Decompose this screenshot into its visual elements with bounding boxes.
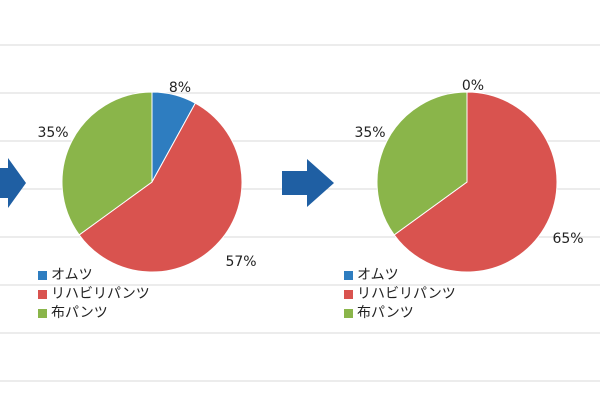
data-label-omutsu: 0% <box>462 78 484 94</box>
legend-item-omutsu: オムツ <box>38 266 150 285</box>
legend-swatch <box>344 271 353 280</box>
legend-swatch <box>38 290 47 299</box>
legend-label: 布パンツ <box>51 305 108 321</box>
pie-left-data-labels: 8% 57% 35% <box>37 80 256 270</box>
legend-swatch <box>344 290 353 299</box>
left-arrow-icon <box>0 158 26 208</box>
legend-item-cloth-pants: 布パンツ <box>344 304 456 323</box>
legend-label: 布パンツ <box>357 305 414 321</box>
data-label-rehab-pants: 57% <box>225 254 256 270</box>
legend-label: オムツ <box>51 267 93 283</box>
data-label-rehab-pants: 65% <box>552 231 583 247</box>
pie-right-legend: オムツ リハビリパンツ 布パンツ <box>344 266 456 323</box>
slice-cloth-pants <box>376 91 468 236</box>
legend-swatch <box>344 309 353 318</box>
legend-label: リハビリパンツ <box>357 286 456 302</box>
legend-item-cloth-pants: 布パンツ <box>38 304 150 323</box>
data-label-omutsu: 8% <box>169 80 191 96</box>
legend-item-omutsu: オムツ <box>344 266 456 285</box>
slice-cloth-pants <box>61 91 153 236</box>
legend-swatch <box>38 271 47 280</box>
legend-label: オムツ <box>357 267 399 283</box>
slice-rehab-pants <box>393 91 558 273</box>
pie-chart-left <box>61 91 243 273</box>
pie-left-legend: オムツ リハビリパンツ 布パンツ <box>38 266 150 323</box>
legend-item-rehab-pants: リハビリパンツ <box>344 285 456 304</box>
legend-swatch <box>38 309 47 318</box>
legend-item-rehab-pants: リハビリパンツ <box>38 285 150 304</box>
pie-chart-right <box>376 91 558 273</box>
slice-rehab-pants <box>78 102 243 273</box>
pie-right-data-labels: 0% 65% 35% <box>354 78 583 247</box>
legend-label: リハビリパンツ <box>51 286 150 302</box>
data-label-cloth-pants: 35% <box>354 125 385 141</box>
right-arrow-icon <box>282 159 334 207</box>
data-label-cloth-pants: 35% <box>37 125 68 141</box>
